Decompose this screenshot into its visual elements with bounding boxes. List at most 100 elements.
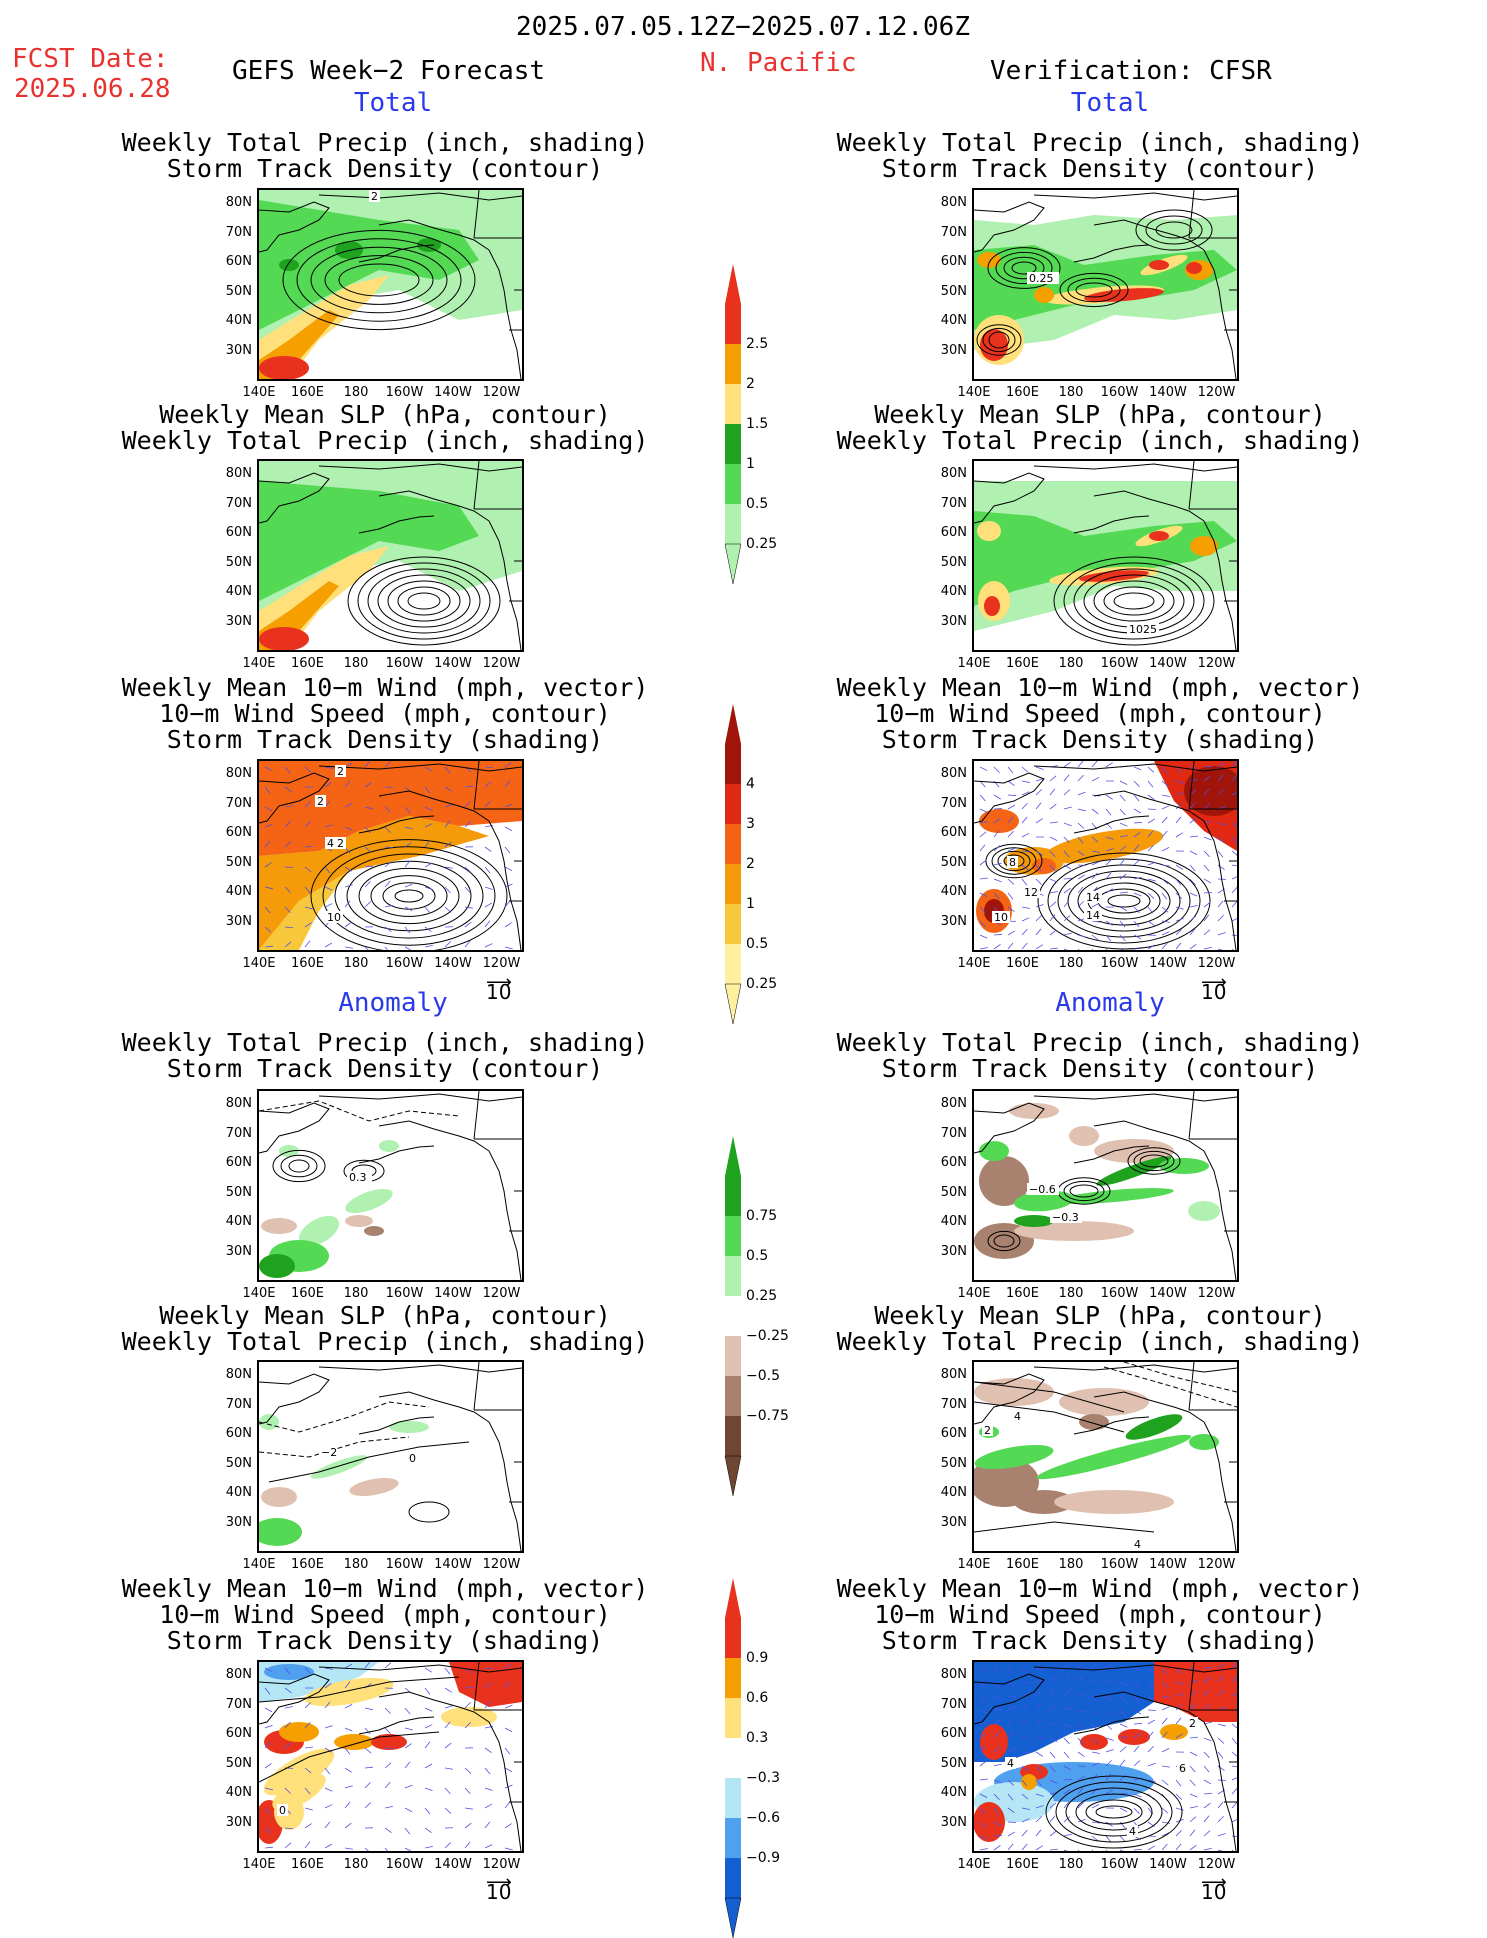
lat-tick-label: 80N [927, 195, 967, 210]
shading-region [1069, 1126, 1099, 1146]
wind-vector [1036, 1752, 1043, 1756]
vector-ref-arrow-icon: ⟶ [486, 1872, 512, 1893]
wind-vector [285, 1843, 291, 1848]
lat-tick-label: 60N [212, 825, 252, 840]
wind-vector [325, 1805, 332, 1808]
title-r2-a: Weekly Mean SLP (hPa, contour) [874, 402, 1326, 427]
wind-vector [405, 927, 410, 933]
wind-vector [305, 1703, 311, 1708]
colorbar-segment [725, 1658, 741, 1698]
wind-vector [1050, 804, 1056, 809]
wind-vector [1134, 822, 1142, 823]
wind-vector [1064, 762, 1071, 767]
wind-vector [485, 867, 490, 873]
contour-line [474, 1091, 479, 1139]
wind-vector [445, 1688, 452, 1692]
title-l5-b: Weekly Total Precip (inch, shading) [122, 1329, 649, 1354]
wind-vector [385, 1663, 391, 1668]
lon-tick-label: 140W [1149, 1857, 1187, 1872]
wind-vector [1190, 944, 1196, 949]
wind-vector [1078, 809, 1086, 811]
wind-vector [1218, 851, 1223, 857]
colorbar-segment [725, 504, 741, 544]
contour-line [1104, 587, 1164, 615]
wind-vector [1036, 819, 1043, 823]
wind-vector [1050, 1831, 1056, 1836]
wind-vector [1148, 1846, 1155, 1850]
contour-line [1189, 1362, 1194, 1410]
wind-vector [1204, 1793, 1212, 1794]
wind-vector [1064, 1779, 1072, 1780]
lat-tick-label: 50N [927, 1756, 967, 1771]
wind-vector [485, 1845, 492, 1848]
wind-vector [1120, 1760, 1125, 1766]
vector-ref-arrow-icon: ⟶ [1201, 972, 1227, 993]
wind-vector [1190, 916, 1196, 921]
lat-tick-label: 30N [927, 343, 967, 358]
wind-vector [465, 1842, 470, 1848]
wind-vector [1050, 891, 1058, 893]
shading-region [348, 1475, 400, 1499]
wind-vector [385, 1763, 391, 1768]
lon-tick-label: 120W [1198, 656, 1236, 671]
lat-tick-label: 50N [212, 855, 252, 870]
wind-vector [1204, 1831, 1210, 1836]
lat-tick-label: 60N [927, 825, 967, 840]
wind-vector [1064, 1752, 1069, 1758]
contour-label: 2 [984, 1424, 991, 1437]
wind-vector [1120, 823, 1127, 826]
lat-tick-label: 40N [927, 1785, 967, 1800]
lat-tick-label: 40N [212, 584, 252, 599]
colorbar-segment [725, 1336, 741, 1376]
map-panel-left-slp-precip [257, 459, 524, 652]
lon-tick-label: 160E [1006, 1557, 1039, 1572]
shading-region [1080, 1734, 1108, 1750]
lon-tick-label: 180 [1059, 656, 1084, 671]
wind-vector [1204, 1780, 1211, 1784]
wind-vector [1064, 933, 1072, 935]
lat-tick-label: 60N [927, 1155, 967, 1170]
lon-tick-label: 140W [434, 1857, 472, 1872]
colorbar-cap [725, 1136, 741, 1176]
wind-vector [1078, 775, 1084, 781]
shading-region [1118, 1729, 1150, 1745]
shading-region [1034, 287, 1054, 303]
contour-line [371, 876, 447, 917]
wind-vector [1092, 1752, 1100, 1753]
colorbar-label: 0.5 [746, 1248, 768, 1264]
contour-label: 8 [1009, 856, 1016, 869]
vector-ref-arrow-icon: ⟶ [1201, 1872, 1227, 1893]
wind-vector [1218, 1738, 1224, 1743]
contour-label: −2 [321, 1446, 337, 1459]
colorbar-precip-anomaly [724, 1136, 742, 1496]
wind-vector [425, 1742, 430, 1748]
lat-tick-label: 30N [212, 1515, 252, 1530]
colorbar-storm-density [724, 704, 742, 1024]
contour-line [1034, 193, 1237, 200]
lat-tick-label: 60N [212, 254, 252, 269]
wind-vector [1036, 803, 1041, 809]
title-l3-b: 10−m Wind Speed (mph, contour) [159, 701, 611, 726]
wind-vector [1190, 905, 1198, 907]
wind-vector [1106, 795, 1113, 799]
contour-line [359, 1717, 434, 1734]
lat-tick-label: 80N [212, 466, 252, 481]
shading-region [364, 1226, 384, 1236]
wind-vector [1022, 767, 1028, 772]
wind-vector [994, 879, 1001, 882]
wind-vector [1022, 943, 1027, 949]
lat-tick-label: 40N [927, 584, 967, 599]
lat-tick-label: 70N [927, 225, 967, 240]
contour-label: 1025 [1129, 623, 1157, 636]
wind-vector [1022, 918, 1029, 921]
title-l2-b: Weekly Total Precip (inch, shading) [122, 428, 649, 453]
wind-vector [994, 863, 1002, 865]
colorbar-label: 0.5 [746, 936, 768, 952]
lon-tick-label: 140E [957, 956, 990, 971]
wind-vector [405, 1808, 412, 1812]
wind-vector [265, 1725, 273, 1728]
wind-vector [1218, 1724, 1226, 1726]
wind-vector [1050, 776, 1056, 781]
wind-vector [1190, 1830, 1195, 1836]
lon-tick-label: 140W [1149, 1286, 1187, 1301]
